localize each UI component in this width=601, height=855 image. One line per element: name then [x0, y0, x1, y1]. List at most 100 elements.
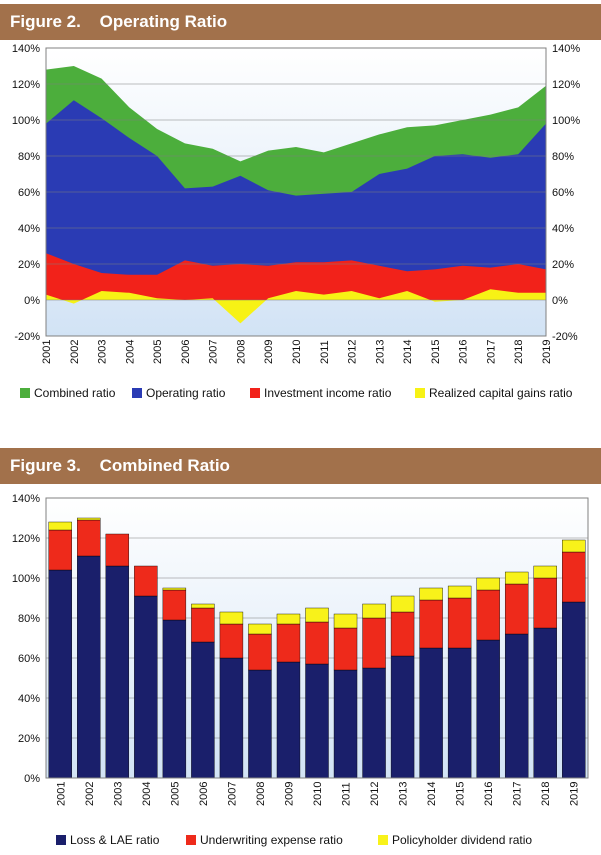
loss-lae-bar: [105, 565, 130, 779]
loss-lae-bar: [134, 595, 158, 779]
underwriting-expense-bar: [162, 589, 187, 621]
underwriting-expense-bar: [105, 533, 130, 567]
plot-border: [45, 497, 589, 779]
y-tick-label: 140%: [12, 493, 40, 505]
y-tick-label: 100%: [12, 573, 40, 585]
loss-lae-bar: [305, 663, 329, 779]
x-tick-label: 2011: [319, 340, 331, 364]
underwriting-expense-bar: [504, 583, 529, 635]
underwriting-expense-bar: [219, 623, 244, 659]
y-tick-label-left: 0%: [24, 295, 40, 307]
loss-lae-bar: [390, 655, 415, 779]
policyholder-dividend-bar: [419, 587, 443, 601]
x-tick-label: 2009: [263, 340, 275, 364]
x-tick-label: 2008: [235, 340, 247, 364]
x-tick-label: 2013: [374, 340, 386, 364]
legend-swatch: [186, 835, 196, 845]
y-tick-label-left: 20%: [18, 259, 40, 271]
x-tick-label: 2009: [283, 782, 295, 806]
x-tick-label: 2010: [312, 782, 324, 806]
x-tick-label: 2005: [169, 782, 181, 806]
underwriting-expense-bar: [476, 589, 500, 641]
x-tick-label: 2006: [180, 340, 192, 364]
x-tick-label: 2010: [291, 340, 303, 364]
figure-3-title: Combined Ratio: [99, 456, 230, 475]
y-tick-label: 60%: [18, 653, 40, 665]
x-tick-label: 2018: [513, 340, 525, 364]
x-tick-label: 2014: [426, 782, 438, 806]
legend-label: Investment income ratio: [264, 386, 392, 400]
x-tick-label: 2019: [541, 340, 553, 364]
x-tick-label: 2015: [430, 340, 442, 364]
loss-lae-bar: [248, 669, 272, 779]
figure-3-number: Figure 3.: [10, 456, 81, 475]
loss-lae-bar: [162, 619, 187, 779]
underwriting-expense-bar: [77, 519, 101, 557]
y-tick-label-right: 40%: [552, 223, 574, 235]
x-tick-label: 2012: [347, 340, 359, 364]
underwriting-expense-bar: [305, 621, 329, 665]
loss-lae-bar: [476, 639, 500, 779]
policyholder-dividend-bar: [533, 565, 557, 579]
policyholder-dividend-bar: [390, 595, 415, 613]
loss-lae-bar: [504, 633, 529, 779]
policyholder-dividend-bar: [162, 587, 187, 591]
combined-ratio-chart: 0% 20% 40% 60% 80% 100% 120% 140% 2001 2002 2003 20…: [12, 493, 589, 847]
policyholder-dividend-bar: [333, 613, 358, 629]
capital-gains-area: [46, 289, 546, 324]
x-tick-label: 2002: [84, 782, 96, 806]
policyholder-dividend-bar: [504, 571, 529, 585]
underwriting-expense-bar: [390, 611, 415, 657]
x-tick-label: 2004: [141, 782, 153, 806]
y-tick-label-right: 80%: [552, 151, 574, 163]
loss-lae-bar: [219, 657, 244, 779]
policyholder-dividend-bar: [305, 607, 329, 623]
policyholder-dividend-bar: [276, 613, 301, 625]
y-tick-label-left: 80%: [18, 151, 40, 163]
policyholder-dividend-bar: [219, 611, 244, 625]
y-tick-label: 40%: [18, 693, 40, 705]
legend-label: Operating ratio: [146, 386, 226, 400]
y-tick-label-left: 40%: [18, 223, 40, 235]
y-tick-label-right: 0%: [552, 295, 568, 307]
y-tick-label-left: 120%: [12, 79, 40, 91]
loss-lae-bar: [419, 647, 443, 779]
figure-2-header: Figure 2. Operating Ratio: [0, 4, 601, 40]
y-tick-label: 20%: [18, 733, 40, 745]
plot-border: [45, 47, 547, 337]
policyholder-dividend-bar: [77, 517, 101, 521]
underwriting-expense-bar: [48, 529, 72, 571]
x-tick-label: 2011: [341, 782, 353, 806]
loss-lae-bar: [333, 669, 358, 779]
underwriting-expense-bar: [191, 607, 215, 643]
legend-swatch: [20, 388, 30, 398]
x-tick-label: 2006: [198, 782, 210, 806]
policyholder-dividend-bar: [562, 539, 586, 553]
x-tick-label: 2007: [226, 782, 238, 806]
x-tick-label: 2004: [124, 340, 136, 364]
policyholder-dividend-bar: [48, 521, 72, 531]
operating-ratio-area: [46, 100, 546, 300]
figure-3-header: Figure 3. Combined Ratio: [0, 448, 601, 484]
x-tick-label: 2001: [55, 782, 67, 806]
legend-label: Underwriting expense ratio: [200, 833, 343, 847]
y-tick-label: 80%: [18, 613, 40, 625]
y-tick-label-right: -20%: [552, 331, 578, 343]
x-tick-label: 2019: [569, 782, 581, 806]
y-tick-label-right: 20%: [552, 259, 574, 271]
loss-lae-bar: [447, 647, 472, 779]
legend-label: Realized capital gains ratio: [429, 386, 573, 400]
legend-swatch: [132, 388, 142, 398]
loss-lae-bar: [533, 627, 557, 779]
y-tick-label: 120%: [12, 533, 40, 545]
y-tick-label-left: 100%: [12, 115, 40, 127]
loss-lae-bar: [362, 667, 386, 779]
loss-lae-bar: [276, 661, 301, 779]
x-tick-label: 2014: [402, 340, 414, 364]
y-tick-label-right: 120%: [552, 79, 580, 91]
legend-swatch: [415, 388, 425, 398]
operating-ratio-chart: -20% -20% 0% 0% 20% 20% 40% 40% 60% 60% 80% 80% 100%…: [12, 43, 580, 400]
underwriting-expense-bar: [333, 627, 358, 671]
figure-2-number: Figure 2.: [10, 12, 81, 31]
x-tick-label: 2003: [112, 782, 124, 806]
